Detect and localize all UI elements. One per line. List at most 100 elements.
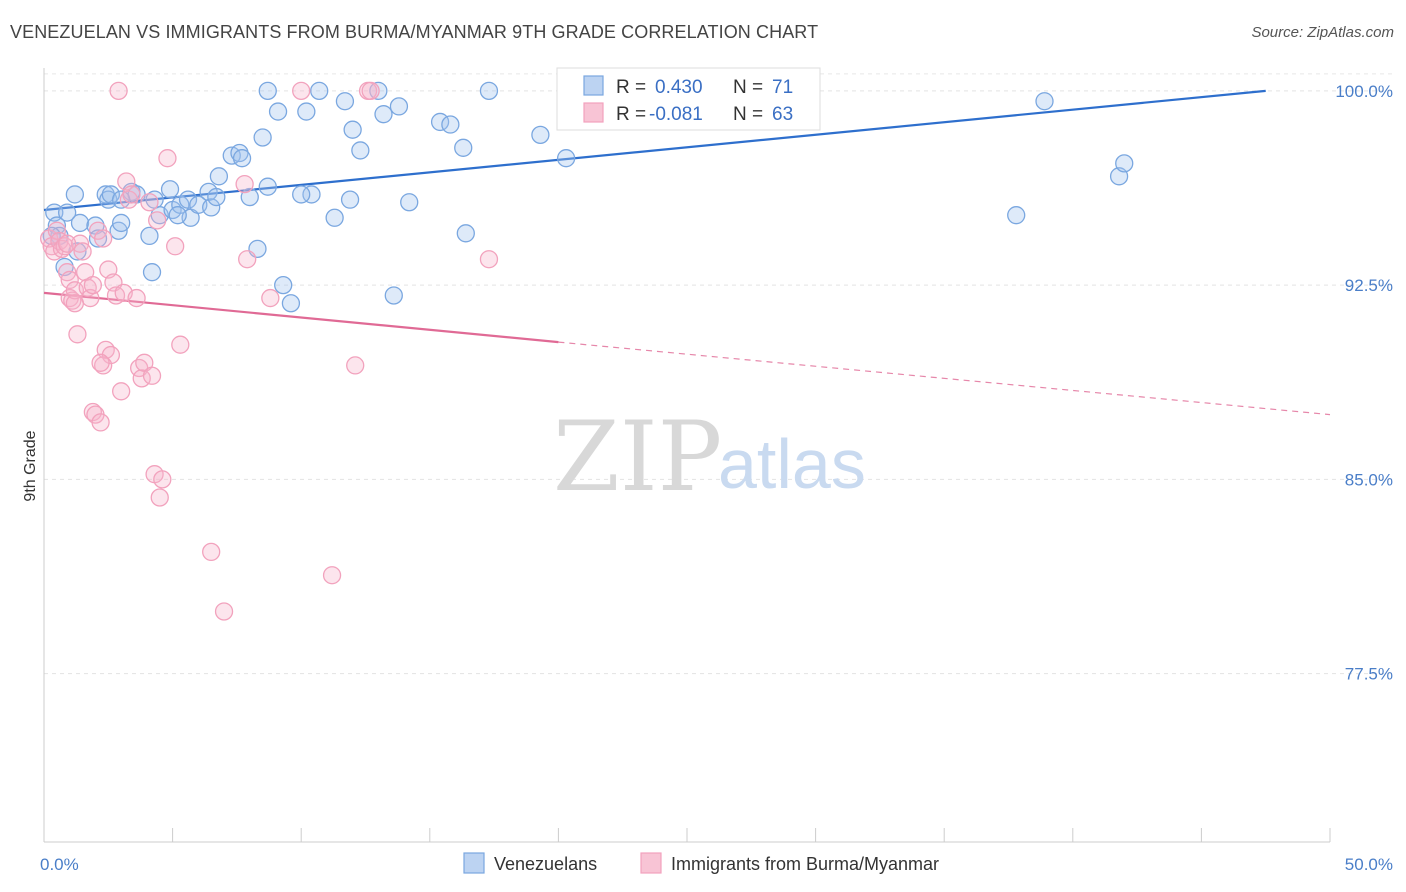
legend-r-label-1: R = bbox=[616, 77, 646, 98]
data-point-venezuelans bbox=[88, 229, 108, 248]
data-point-venezuelans bbox=[456, 224, 475, 243]
data-point-burma bbox=[78, 278, 97, 297]
y-tick-label: 92.5% bbox=[1345, 276, 1393, 295]
data-point-burma bbox=[94, 229, 113, 248]
data-point-burma bbox=[235, 174, 254, 194]
data-point-burma bbox=[171, 335, 190, 354]
bottom-legend-swatch-venezuelans bbox=[463, 852, 485, 874]
data-point-burma bbox=[91, 353, 110, 372]
watermark: ZIP atlas bbox=[553, 401, 866, 513]
data-point-venezuelans bbox=[281, 294, 301, 313]
data-point-venezuelans bbox=[112, 190, 131, 209]
y-tick-label: 100.0% bbox=[1335, 82, 1393, 101]
legend-n-value-1: 71 bbox=[772, 77, 793, 98]
trend-line-extension-burma bbox=[558, 341, 1331, 416]
source-label: Source: ZipAtlas.com bbox=[1251, 24, 1394, 41]
trend-line-venezuelans bbox=[43, 89, 1266, 212]
legend: R = 0.430 N = 71 R = -0.081 N = 63 bbox=[556, 67, 821, 131]
bottom-legend-label-burma: Immigrants from Burma/Myanmar bbox=[671, 854, 939, 874]
legend-n-value-2: 63 bbox=[772, 104, 793, 125]
data-point-venezuelans bbox=[340, 190, 360, 209]
data-point-venezuelans bbox=[268, 102, 288, 121]
data-point-burma bbox=[346, 356, 365, 375]
bottom-legend-swatch-burma bbox=[640, 852, 662, 874]
data-point-venezuelans bbox=[140, 226, 159, 246]
y-tick-label: 85.0% bbox=[1345, 470, 1393, 489]
watermark-atlas: atlas bbox=[718, 425, 866, 503]
data-point-burma bbox=[322, 566, 342, 585]
watermark-zip: ZIP bbox=[553, 401, 722, 513]
data-points bbox=[39, 81, 1134, 621]
data-point-venezuelans bbox=[292, 185, 311, 204]
data-point-venezuelans bbox=[325, 208, 344, 227]
data-point-burma bbox=[202, 542, 221, 562]
data-point-burma bbox=[479, 250, 499, 269]
data-point-venezuelans bbox=[209, 167, 229, 186]
y-axis-label: 9th Grade bbox=[22, 430, 39, 501]
legend-n-label-2: N = bbox=[733, 104, 763, 125]
data-point-venezuelans bbox=[258, 81, 277, 101]
data-point-burma bbox=[52, 239, 72, 259]
chart-title: VENEZUELAN VS IMMIGRANTS FROM BURMA/MYAN… bbox=[10, 22, 819, 42]
data-point-venezuelans bbox=[202, 198, 221, 217]
data-point-venezuelans bbox=[389, 97, 409, 116]
y-tick-labels: 77.5% 85.0% 92.5% 100.0% bbox=[1335, 82, 1393, 684]
data-point-venezuelans bbox=[57, 203, 77, 222]
data-point-venezuelans bbox=[310, 81, 329, 101]
data-point-venezuelans bbox=[258, 177, 277, 196]
data-point-burma bbox=[65, 294, 85, 313]
legend-r-value-2: -0.081 bbox=[649, 104, 703, 125]
data-point-venezuelans bbox=[374, 105, 393, 124]
data-point-burma bbox=[91, 413, 110, 432]
data-point-venezuelans bbox=[369, 81, 388, 101]
data-point-venezuelans bbox=[1007, 206, 1026, 225]
data-point-venezuelans bbox=[101, 185, 121, 204]
data-point-burma bbox=[83, 275, 103, 295]
data-point-venezuelans bbox=[302, 185, 321, 204]
data-point-venezuelans bbox=[454, 138, 473, 157]
data-point-venezuelans bbox=[253, 128, 272, 147]
data-point-venezuelans bbox=[207, 187, 226, 207]
data-point-burma bbox=[94, 356, 113, 375]
data-point-burma bbox=[148, 211, 167, 230]
data-point-venezuelans bbox=[274, 275, 293, 295]
data-point-burma bbox=[214, 602, 234, 621]
data-point-burma bbox=[57, 234, 77, 253]
data-point-venezuelans bbox=[160, 180, 180, 199]
data-point-burma bbox=[361, 81, 380, 101]
x-tick-label-max: 50.0% bbox=[1345, 855, 1393, 874]
data-point-venezuelans bbox=[1035, 92, 1054, 111]
legend-r-value-1: 0.430 bbox=[655, 77, 703, 98]
data-point-venezuelans bbox=[343, 120, 362, 139]
data-point-burma bbox=[261, 288, 280, 308]
data-point-venezuelans bbox=[112, 213, 131, 233]
data-point-burma bbox=[140, 193, 159, 212]
legend-swatch-burma bbox=[583, 102, 604, 123]
legend-n-label-1: N = bbox=[733, 77, 763, 98]
data-point-venezuelans bbox=[168, 206, 187, 225]
data-point-burma bbox=[47, 221, 67, 240]
data-point-burma bbox=[73, 242, 92, 261]
data-point-burma bbox=[150, 488, 169, 507]
y-tick-label: 77.5% bbox=[1345, 665, 1393, 684]
data-point-venezuelans bbox=[65, 185, 85, 204]
trend-lines bbox=[43, 89, 1331, 416]
legend-r-label-2: R = bbox=[616, 104, 646, 125]
data-point-burma bbox=[109, 81, 128, 101]
trend-line-burma bbox=[43, 291, 559, 344]
data-point-venezuelans bbox=[400, 193, 419, 212]
data-point-burma bbox=[60, 270, 79, 290]
data-point-venezuelans bbox=[531, 125, 550, 145]
data-point-burma bbox=[142, 366, 162, 385]
x-tick-label-min: 0.0% bbox=[40, 855, 79, 874]
data-point-burma bbox=[55, 237, 74, 256]
data-point-venezuelans bbox=[70, 213, 90, 233]
data-point-venezuelans bbox=[351, 141, 370, 160]
data-point-burma bbox=[122, 185, 141, 204]
data-point-venezuelans bbox=[556, 149, 576, 168]
data-point-venezuelans bbox=[1115, 154, 1134, 173]
data-point-venezuelans bbox=[142, 263, 162, 282]
data-point-burma bbox=[153, 470, 172, 489]
data-point-burma bbox=[68, 325, 87, 344]
legend-swatch-venezuelans bbox=[583, 75, 604, 96]
